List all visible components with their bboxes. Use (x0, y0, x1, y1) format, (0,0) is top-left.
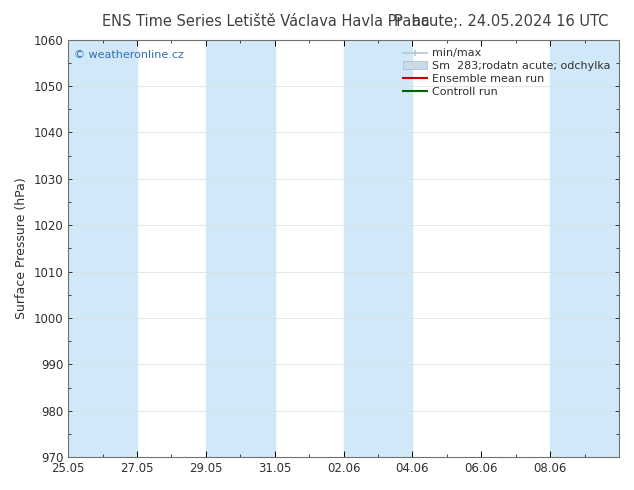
Bar (206, 40, 275, 457)
Text: © weatheronline.cz: © weatheronline.cz (74, 50, 184, 60)
Bar (68, 40, 137, 457)
Bar (550, 40, 619, 457)
Bar (344, 40, 413, 457)
Text: P  acute;. 24.05.2024 16 UTC: P acute;. 24.05.2024 16 UTC (394, 14, 608, 29)
Legend: min/max, Sm  283;rodatn acute; odchylka, Ensemble mean run, Controll run: min/max, Sm 283;rodatn acute; odchylka, … (399, 45, 614, 100)
Y-axis label: Surface Pressure (hPa): Surface Pressure (hPa) (15, 177, 28, 319)
Text: ENS Time Series Letiště Václava Havla Praha: ENS Time Series Letiště Václava Havla Pr… (103, 14, 430, 29)
